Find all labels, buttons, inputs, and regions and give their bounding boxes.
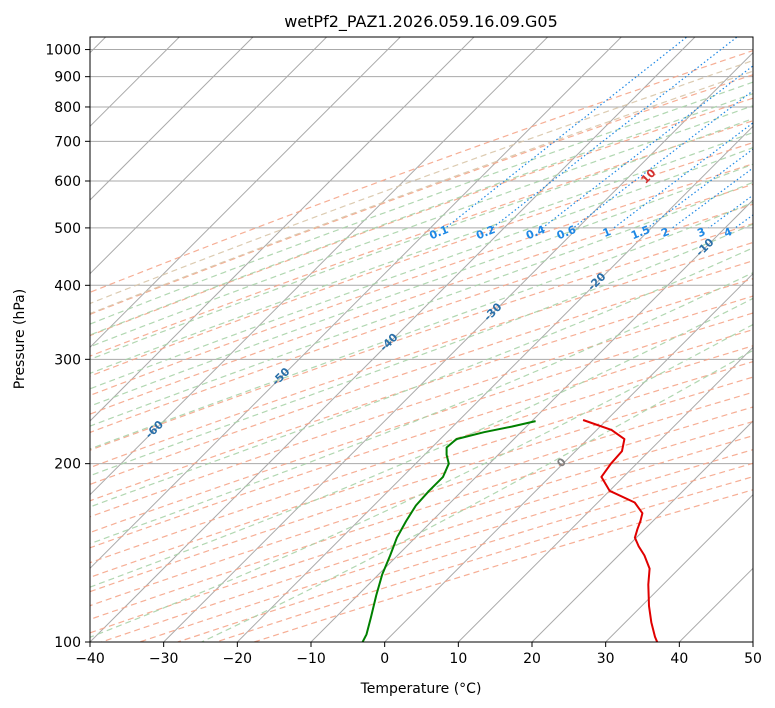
- y-tick-label: 200: [54, 457, 81, 473]
- mixing-ratio-label: 0.4: [524, 223, 547, 242]
- x-axis-label: Temperature (°C): [360, 681, 482, 697]
- isotherm-line: [90, 37, 696, 642]
- dry-adiabat-line: [90, 260, 753, 486]
- mixing-ratio-lines: [445, 37, 753, 229]
- dry-adiabat-line: [90, 163, 753, 397]
- mixing-ratio-label: 3: [695, 225, 707, 240]
- moist-adiabat-line: [201, 349, 753, 642]
- dry-adiabat-line: [254, 489, 753, 642]
- moist-adiabat-line: [90, 105, 753, 348]
- isotherm-line: [531, 420, 753, 642]
- moist-adiabat-line: [90, 92, 753, 336]
- x-tick-label: −10: [296, 651, 326, 667]
- mixing-ratio-label: 2: [659, 225, 671, 240]
- mixing-ratio-label: 0.6: [555, 223, 578, 242]
- isotherm-line: [310, 199, 753, 642]
- x-axis: −40 −30 −20 −10 0 10 20 30 40 50: [75, 642, 762, 667]
- mixing-ratio-label: 1: [601, 225, 613, 240]
- isotherm-line: [90, 37, 623, 570]
- moist-adiabat-line: [90, 163, 753, 407]
- dry-adiabat-line: [215, 476, 753, 642]
- dry-adiabat-line: [90, 406, 753, 621]
- x-tick-label: 20: [523, 651, 541, 667]
- dry-adiabat-line: [90, 203, 753, 434]
- mixing-ratio-line: [708, 194, 753, 229]
- y-axis-label: Pressure (hPa): [12, 289, 28, 389]
- isotherm-line: [90, 37, 328, 275]
- x-tick-label: 10: [449, 651, 467, 667]
- mixing-ratio-line: [445, 37, 688, 229]
- mixing-ratio-line: [734, 214, 753, 229]
- moist-adiabat-line: [90, 70, 753, 315]
- mixing-ratio-label: 1.5: [629, 223, 652, 242]
- dry-adiabat-line: [139, 448, 753, 642]
- isotherm-line: [457, 346, 753, 642]
- profiles: [361, 419, 659, 642]
- isotherm-line: [604, 493, 753, 642]
- y-tick-label: 500: [54, 221, 81, 237]
- moist-adiabat-label: 0: [554, 455, 569, 470]
- isotherm-label: -70: [15, 471, 38, 494]
- x-tick-label: 30: [597, 651, 615, 667]
- moist-adiabat-line: [90, 59, 753, 305]
- temperature-profile: [582, 419, 659, 642]
- plot-area: -100-90-80-70-60-50-40-30-20-100.10.20.4…: [15, 37, 773, 642]
- y-tick-label: 1000: [45, 43, 81, 59]
- y-tick-label: 600: [54, 174, 81, 190]
- dry-adiabat-line: [90, 222, 753, 451]
- line-labels: -100-90-80-70-60-50-40-30-20-100.10.20.4…: [15, 166, 773, 494]
- moist-adiabat-line: [90, 131, 753, 374]
- mixing-ratio-line: [613, 122, 753, 229]
- mixing-ratio-line: [672, 167, 753, 229]
- isotherm-line: [236, 125, 753, 642]
- y-tick-label: 700: [54, 134, 81, 150]
- y-axis: 100 200 300 400 500 600 700 800 900 1000: [45, 43, 90, 651]
- y-tick-label: 100: [54, 635, 81, 651]
- moist-adiabat-line: [90, 117, 753, 361]
- isotherm-line: [678, 567, 753, 642]
- x-tick-label: 50: [744, 651, 762, 667]
- mixing-ratio-label: 0.1: [427, 223, 450, 242]
- isotherm-line: [90, 37, 475, 422]
- isotherm-line: [90, 37, 254, 201]
- mixing-ratio-line: [542, 65, 753, 229]
- dry-adiabat-line: [90, 312, 753, 534]
- mixing-ratio-label: 0.2: [474, 223, 497, 242]
- x-tick-label: −20: [223, 651, 253, 667]
- y-tick-label: 900: [54, 70, 81, 86]
- dry-adiabat-line: [90, 376, 753, 593]
- mixing-ratio-line: [492, 37, 738, 229]
- moist-adiabat-line: [90, 147, 753, 390]
- dewpoint-profile: [361, 420, 536, 642]
- dry-adiabats: [90, 49, 753, 642]
- isotherm-line: [90, 37, 181, 128]
- moist-adiabat-line: [90, 81, 753, 325]
- y-tick-label: 400: [54, 278, 81, 294]
- x-tick-label: 40: [670, 651, 688, 667]
- x-tick-label: 0: [380, 651, 389, 667]
- x-tick-label: −40: [75, 651, 105, 667]
- isotherm-line: [90, 37, 549, 496]
- x-tick-label: −30: [149, 651, 179, 667]
- y-tick-label: 300: [54, 352, 81, 368]
- isobar-grid: [90, 49, 753, 642]
- plot-frame: [89, 36, 754, 643]
- mixing-ratio-label: 6: [761, 225, 773, 240]
- dry-adiabat-line: [90, 345, 753, 564]
- dry-adiabat-line: [90, 295, 753, 518]
- dry-adiabat-line: [90, 49, 753, 293]
- chart-title: wetPf2_PAZ1.2026.059.16.09.G05: [284, 12, 558, 32]
- y-tick-label: 800: [54, 100, 81, 116]
- isotherm-line: [383, 272, 753, 642]
- isotherm-line: [162, 51, 753, 642]
- dry-adiabat-line: [90, 141, 753, 377]
